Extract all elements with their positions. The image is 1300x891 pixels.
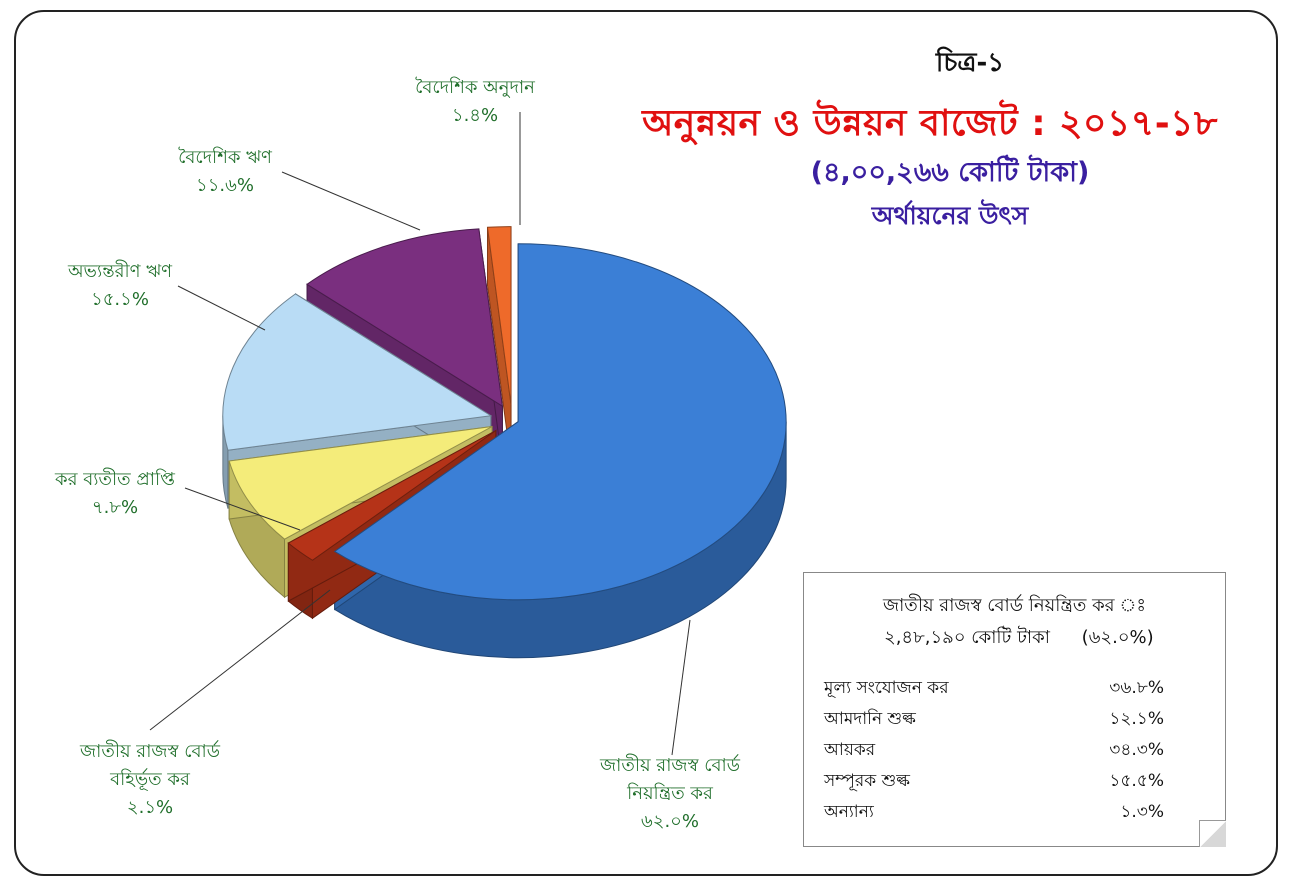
slice-pct: ১.৪% — [451, 105, 499, 126]
slice-label-line: কর ব্যতীত প্রাপ্তি — [55, 469, 175, 490]
box-row-label: আমদানি শুল্ক — [824, 709, 916, 729]
box-row-label: মূল্য সংযোজন কর — [824, 678, 949, 698]
slice-label-foreign-grant: বৈদেশিক অনুদান ১.৪% — [390, 74, 560, 130]
box-total-pct: (৬২.০%) — [1081, 627, 1154, 648]
slice-label-non-nbr: জাতীয় রাজস্ব বোর্ড বহির্ভূত কর ২.১% — [50, 738, 250, 822]
slice-label-line: বৈদেশিক অনুদান — [415, 77, 535, 98]
leader-line — [177, 285, 266, 331]
box-total: ২,৪৮,১৯০ কোটি টাকা (৬২.০%) — [884, 623, 1154, 654]
leader-line — [149, 589, 331, 731]
slice-label-domestic-loan: অভ্যন্তরীণ ঋণ ১৫.১% — [40, 258, 200, 314]
chart-subtitle: (৪,০০,২৬৬ কোটি টাকা) — [810, 157, 1090, 188]
pie-slice — [486, 226, 512, 405]
box-row-value: ৩৬.৮% — [1109, 678, 1164, 698]
leader-line — [184, 487, 301, 531]
leader-line — [671, 619, 691, 756]
pie-slice — [228, 426, 493, 540]
pie-slice — [222, 293, 493, 451]
box-row: অন্যান্য ১.৩% — [824, 799, 1164, 827]
box-row-label: অন্যান্য — [824, 802, 874, 822]
box-row: আমদানি শুল্ক ১২.১% — [824, 706, 1164, 734]
slice-pct: ৬২.০% — [641, 811, 699, 832]
chart-title: অনুন্নয়ন ও উন্নয়ন বাজেট : ২০১৭-১৮ — [642, 103, 1218, 144]
slice-pct: ১৫.১% — [91, 289, 149, 310]
slice-label-line: নিয়ন্ত্রিত কর — [627, 783, 713, 804]
box-row: আয়কর ৩৪.৩% — [824, 737, 1164, 765]
slice-label-line: অভ্যন্তরীণ ঋণ — [67, 261, 173, 282]
box-row-label: সম্পূরক শুল্ক — [824, 771, 910, 791]
slice-label-line: বৈদেশিক ঋণ — [178, 147, 272, 168]
chart-subtitle-source: অর্থায়নের উৎস — [871, 201, 1029, 230]
slice-label-line: জাতীয় রাজস্ব বোর্ড — [600, 755, 740, 776]
slice-label-non-tax: কর ব্যতীত প্রাপ্তি ৭.৮% — [30, 466, 200, 522]
slice-label-line: বহির্ভূত কর — [110, 769, 190, 790]
slice-label-line: জাতীয় রাজস্ব বোর্ড — [80, 741, 220, 762]
pie-slice — [287, 430, 497, 561]
pie-slice — [333, 243, 787, 601]
slice-pct: ৭.৮% — [91, 497, 139, 518]
figure-caption: চিত্র-১ — [935, 48, 1005, 78]
box-row-value: ৩৪.৩% — [1109, 740, 1164, 760]
nbr-tax-breakdown-box: জাতীয় রাজস্ব বোর্ড নিয়ন্ত্রিত কর ঃ ২,৪… — [803, 572, 1226, 847]
box-row-value: ১২.১% — [1109, 709, 1164, 729]
box-total-amount: ২,৪৮,১৯০ কোটি টাকা — [884, 627, 1050, 648]
box-heading: জাতীয় রাজস্ব বোর্ড নিয়ন্ত্রিত কর ঃ — [882, 595, 1147, 616]
box-row-value: ১৫.৫% — [1109, 771, 1164, 791]
page-curl-decoration — [1199, 820, 1226, 847]
slice-pct: ২.১% — [126, 797, 174, 818]
box-row-value: ১.৩% — [1120, 802, 1164, 822]
box-row-label: আয়কর — [824, 740, 876, 760]
box-row: মূল্য সংযোজন কর ৩৬.৮% — [824, 675, 1164, 703]
leader-line — [281, 171, 421, 231]
slice-pct: ১১.৬% — [196, 175, 254, 196]
slice-label-nbr-controlled: জাতীয় রাজস্ব বোর্ড নিয়ন্ত্রিত কর ৬২.০% — [570, 752, 770, 836]
pie-slice — [306, 228, 504, 408]
box-row: সম্পূরক শুল্ক ১৫.৫% — [824, 768, 1164, 796]
slice-label-foreign-loan: বৈদেশিক ঋণ ১১.৬% — [150, 144, 300, 200]
